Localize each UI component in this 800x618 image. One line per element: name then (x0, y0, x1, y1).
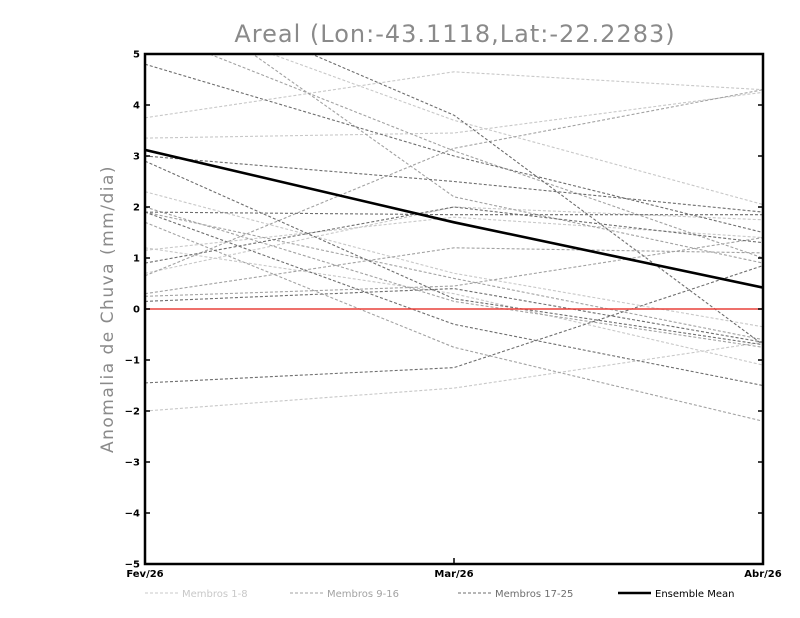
legend-label: Membros 9-16 (327, 589, 399, 600)
y-tick-label: −1 (125, 356, 140, 367)
member-line-g2-5 (145, 206, 763, 348)
y-tick-label: 3 (133, 152, 140, 163)
chart-title: Areal (Lon:-43.1118,Lat:-22.2283) (234, 20, 675, 48)
member-line-g2-4 (145, 247, 763, 295)
y-ticks: 5 4 3 2 1 0 −1 −2 −3 −4 −5 (125, 50, 763, 571)
member-line-g1-2 (145, 91, 763, 139)
legend-label: Membros 17-25 (495, 589, 573, 600)
member-line-g1-5 (145, 206, 763, 274)
x-tick-label: Fev/26 (126, 569, 163, 580)
series-layer (145, 54, 763, 422)
member-line-g3-1 (145, 63, 763, 234)
member-line-g3-5 (145, 206, 763, 264)
y-tick-label: −5 (125, 560, 140, 571)
member-line-g3-4 (145, 211, 763, 216)
y-tick-label: 4 (133, 101, 140, 112)
member-line-g1-3 (269, 54, 763, 206)
y-axis-label: Anomalia de Chuva (mm/dia) (98, 165, 118, 453)
member-line-g1-1 (145, 71, 763, 119)
y-tick-label: −2 (125, 407, 140, 418)
y-tick-label: −4 (125, 509, 140, 520)
y-tick-label: −3 (125, 458, 140, 469)
y-tick-label: 0 (133, 305, 140, 316)
x-tick-label: Abr/26 (744, 569, 781, 580)
member-line-g3-3 (145, 160, 763, 346)
member-line-g1-6 (145, 191, 763, 328)
legend-label: Membros 1-8 (182, 589, 248, 600)
y-tick-label: 5 (133, 50, 140, 61)
legend-label: Ensemble Mean (655, 589, 734, 600)
member-line-g3-6 (145, 265, 763, 384)
member-line-g2-6 (145, 211, 763, 341)
member-line-g1-7 (145, 341, 763, 412)
member-line-g1-8 (145, 247, 763, 366)
x-ticks: Fev/26 Mar/26 Abr/26 (126, 558, 782, 580)
member-line-g3-9 (309, 54, 763, 346)
ensemble-mean-line (145, 148, 763, 289)
member-line-g3-2 (145, 155, 763, 213)
mean-layer (145, 148, 763, 289)
legend: Membros 1-8 Membros 9-16 Membros 17-25 Ense… (145, 589, 734, 600)
y-tick-label: 1 (133, 254, 140, 265)
member-line-g2-7 (145, 237, 763, 297)
y-tick-label: 2 (133, 203, 140, 214)
member-line-g2-2 (207, 54, 763, 259)
member-line-g2-8 (145, 89, 763, 277)
x-tick-label: Mar/26 (434, 569, 473, 580)
member-line-g2-3 (145, 221, 763, 422)
